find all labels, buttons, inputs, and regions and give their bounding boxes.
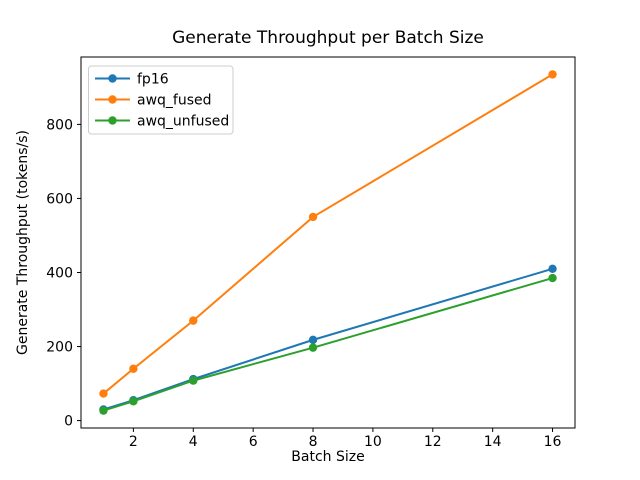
y-axis-label: Generate Throughput (tokens/s): [15, 130, 31, 355]
series-marker: [129, 397, 138, 406]
x-tick-label: 6: [249, 434, 258, 450]
series-marker: [548, 273, 557, 283]
series-marker: [129, 364, 138, 373]
series-marker: [308, 212, 318, 222]
legend-marker: [108, 116, 117, 125]
series-marker: [99, 389, 108, 398]
x-axis: 2 4 6 8 10 12 14 16: [129, 428, 562, 450]
legend-marker: [108, 95, 117, 104]
legend-entry-awq_fused: awq_fused: [95, 93, 212, 109]
legend-marker: [108, 74, 117, 83]
x-tick-label: 14: [484, 434, 502, 450]
x-tick-label: 2: [129, 434, 138, 450]
series-marker: [189, 376, 198, 385]
series-awq_unfused: [99, 273, 557, 415]
y-tick-label: 600: [46, 191, 73, 207]
plot-border: [80, 56, 576, 429]
series-marker: [308, 335, 318, 345]
y-axis: 0 200 400 600 800: [46, 117, 81, 430]
series-marker: [189, 316, 198, 325]
x-tick-label: 12: [424, 434, 442, 450]
series-marker: [548, 264, 557, 273]
x-axis-label: Batch Size: [291, 449, 364, 465]
y-tick-label: 0: [64, 414, 73, 430]
legend-label: awq_fused: [137, 93, 212, 109]
y-tick-label: 800: [46, 117, 73, 133]
x-tick-label: 10: [364, 434, 382, 450]
legend: fp16 awq_fused awq_unfused: [88, 65, 234, 135]
x-tick-label: 4: [189, 434, 198, 450]
legend-box: [88, 65, 234, 135]
legend-entry-awq_unfused: awq_unfused: [95, 114, 229, 130]
legend-label: awq_unfused: [137, 114, 229, 130]
series-awq_fused: [99, 70, 557, 398]
legend-entry-fp16: fp16: [95, 72, 169, 88]
y-tick-label: 200: [46, 340, 73, 356]
y-tick-label: 400: [46, 265, 73, 281]
legend-label: fp16: [137, 72, 169, 88]
x-tick-label: 16: [544, 434, 562, 450]
chart-title: Generate Throughput per Batch Size: [172, 28, 484, 48]
series-marker: [548, 70, 557, 79]
series-marker: [308, 343, 318, 352]
x-tick-label: 8: [309, 434, 318, 450]
series-marker: [99, 406, 108, 415]
